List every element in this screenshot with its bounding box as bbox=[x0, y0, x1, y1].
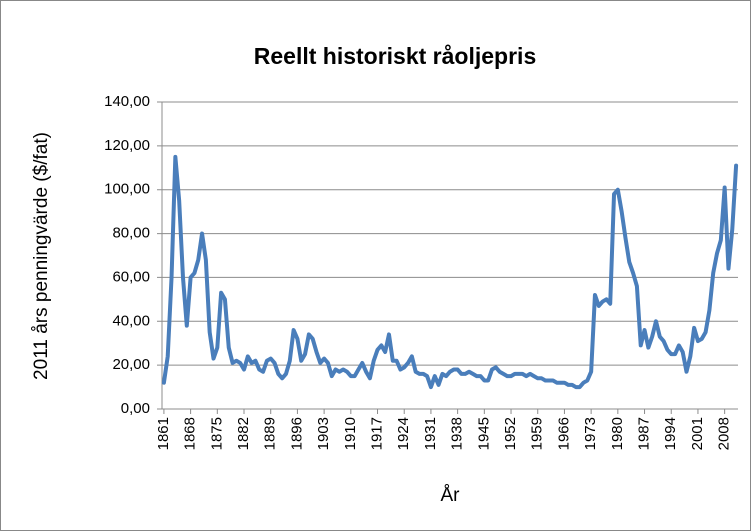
chart-title: Reellt historiskt råoljepris bbox=[254, 43, 536, 69]
x-tick-label: 1966 bbox=[555, 417, 572, 450]
x-tick-label: 1903 bbox=[315, 417, 332, 450]
y-tick-label: 140,00 bbox=[104, 93, 150, 110]
x-tick-label: 1952 bbox=[502, 417, 519, 450]
x-tick-label: 1959 bbox=[529, 417, 546, 450]
x-tick-label: 1938 bbox=[449, 417, 466, 450]
x-tick-label: 1994 bbox=[662, 417, 679, 450]
data-line bbox=[161, 154, 739, 390]
y-tick-label: 60,00 bbox=[112, 268, 150, 285]
x-tick-label: 1917 bbox=[368, 417, 385, 450]
x-tick-label: 1980 bbox=[609, 417, 626, 450]
x-tick-label: 1896 bbox=[288, 417, 305, 450]
x-tick-label: 2001 bbox=[689, 417, 706, 450]
y-tick-label: 100,00 bbox=[104, 181, 150, 198]
y-tick-label: 20,00 bbox=[112, 356, 150, 373]
x-tick-label: 1987 bbox=[636, 417, 653, 450]
y-tick-label: 40,00 bbox=[112, 312, 150, 329]
x-tick-label: 1861 bbox=[155, 417, 172, 450]
x-tick-label: 1924 bbox=[395, 417, 412, 450]
x-tick-label: 1868 bbox=[182, 417, 199, 450]
y-axis-label: 2011 års penningvärde ($/fat) bbox=[31, 132, 52, 380]
x-tick-label: 1910 bbox=[342, 417, 359, 450]
x-tick-label: 1889 bbox=[262, 417, 279, 450]
x-tick-label: 1973 bbox=[582, 417, 599, 450]
x-axis-label: År bbox=[441, 485, 461, 506]
y-tick-label: 0,00 bbox=[121, 400, 150, 417]
x-tick-label: 1931 bbox=[422, 417, 439, 450]
x-tick-label: 1875 bbox=[208, 417, 225, 450]
y-tick-label: 80,00 bbox=[112, 225, 150, 242]
x-tick-label: 2008 bbox=[716, 417, 733, 450]
y-tick-label: 120,00 bbox=[104, 137, 150, 154]
x-tick-label: 1882 bbox=[235, 417, 252, 450]
x-tick-label: 1945 bbox=[475, 417, 492, 450]
